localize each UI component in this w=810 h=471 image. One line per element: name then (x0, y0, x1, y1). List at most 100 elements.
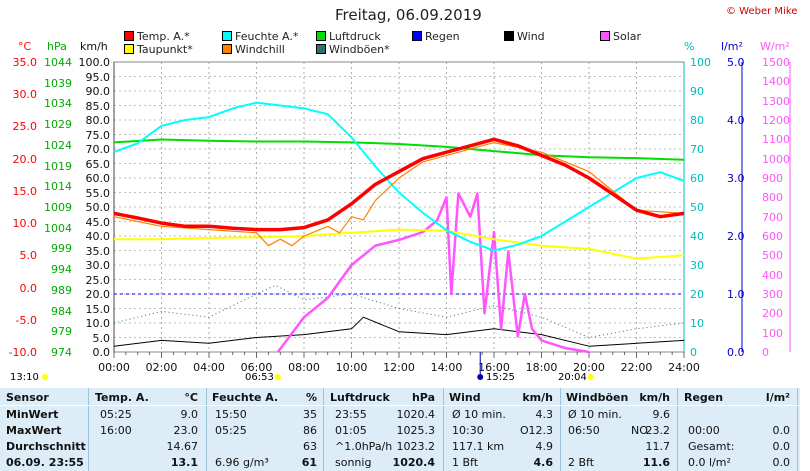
solar-tick: 200 (762, 307, 783, 321)
legend-swatch (124, 44, 134, 54)
wind-info: 1 Bft (452, 456, 479, 469)
legend-swatch (504, 31, 514, 41)
wind-info: Ø 10 min. (452, 408, 506, 421)
pressure-tick: 1044 (44, 56, 72, 69)
legend-label: Regen (425, 30, 460, 43)
pressure-value: 1023.2 (396, 440, 436, 453)
legend-label: Luftdruck (329, 30, 381, 43)
table-header: Sensor (6, 391, 49, 404)
wind-value: 4.6 (533, 456, 554, 469)
pressure-tick: 1029 (44, 118, 72, 132)
wind-tick: 20.0 (85, 288, 111, 301)
table-header: Luftdruck (330, 391, 390, 404)
series-feuchte-a- (113, 101, 685, 252)
gust-value: 11.7 (645, 440, 671, 453)
gust-value: 9.6 (652, 408, 671, 421)
legend-item-5: Solar (600, 30, 642, 43)
legend-swatch (316, 44, 326, 54)
temp-tick: 35.0 (12, 56, 38, 69)
table-header: Feuchte A. (212, 391, 279, 404)
legend-swatch (316, 31, 326, 41)
table-header: l/m² (765, 391, 790, 404)
plot-area (113, 61, 685, 353)
temp-tick: 0.0 (19, 281, 38, 295)
humidity-tick: 70 (690, 143, 704, 156)
wind-tick: 70.0 (85, 143, 111, 156)
legend-swatch (222, 31, 232, 41)
temp-tick: -5.0 (15, 313, 37, 327)
temp-tick: 10.0 (12, 217, 38, 231)
series-solar (276, 192, 590, 354)
rain-info: 00:00 (688, 424, 720, 437)
humidity-tick: 0 (690, 346, 697, 359)
solar-tick: 1000 (762, 152, 790, 166)
table-header: hPa (411, 391, 435, 404)
wind-tick: 60.0 (85, 172, 111, 185)
solar-axis-header: W/m² (760, 40, 790, 53)
solar-peak-time: 15:25 (486, 372, 515, 383)
sun-marker-2 (587, 374, 594, 380)
series-windchill (113, 142, 685, 247)
pressure-time: sonnig (335, 456, 372, 469)
solar-tick: 700 (762, 210, 783, 224)
legend-label: Solar (613, 30, 642, 43)
table-header: km/h (639, 391, 670, 404)
sun-marker-1 (477, 374, 484, 380)
wind-tick: 85.0 (85, 99, 111, 113)
gust-direction: NO (631, 424, 648, 437)
row-label: MaxWert (6, 424, 62, 437)
pressure-tick: 1009 (44, 201, 72, 214)
legend-swatch (600, 31, 610, 41)
temp-time: 16:00 (100, 424, 132, 437)
wind-tick: 10.0 (85, 317, 111, 330)
humidity-time: 15:50 (215, 408, 247, 421)
table-header: % (305, 391, 317, 404)
rain-tick: 4.0 (727, 114, 745, 127)
solar-tick: 500 (762, 249, 783, 263)
copyright-label: © Weber Mike (726, 6, 798, 17)
temp-value: 9.0 (180, 408, 199, 421)
pressure-value: 1025.3 (396, 424, 436, 437)
humidity-tick: 30 (690, 259, 704, 272)
solar-tick: 600 (762, 230, 783, 243)
pressure-tick: 979 (51, 325, 72, 339)
time-tick: 02:00 (145, 361, 178, 374)
humidity-time: 6.96 g/m³ (215, 456, 269, 469)
wind-tick: 65.0 (85, 157, 111, 171)
table-header: km/h (522, 391, 553, 404)
pressure-time: 23:55 (335, 408, 367, 421)
pressure-tick: 1039 (44, 76, 72, 90)
rain-value: 0.0 (772, 440, 791, 453)
solar-tick: 1400 (762, 75, 790, 89)
legend-item-2: Luftdruck (316, 30, 381, 43)
sunset-time: 20:04 (558, 372, 587, 383)
temp-tick: 30.0 (12, 88, 38, 102)
legend-swatch (124, 31, 134, 41)
solar-tick: 1500 (762, 56, 790, 69)
time-tick: 06:00 (240, 361, 273, 374)
wind-tick: 55.0 (85, 186, 111, 200)
solar-tick: 100 (762, 326, 783, 340)
wind-info: 117.1 km (452, 440, 505, 453)
pressure-tick: 984 (51, 304, 72, 318)
wind-tick: 80.0 (85, 114, 111, 127)
statistics-table (0, 388, 800, 471)
rain-tick: 5.0 (727, 56, 745, 69)
series-taupunkt- (114, 228, 685, 260)
legend-label: Wind (517, 30, 545, 43)
humidity-value: 86 (303, 424, 317, 437)
rain-tick: 1.0 (727, 288, 745, 301)
rain-value: 0.0 (772, 424, 791, 437)
pressure-tick: 1004 (44, 221, 72, 235)
humidity-tick: 60 (690, 172, 704, 185)
wind-tick: 15.0 (85, 302, 111, 316)
wind-tick: 75.0 (85, 128, 111, 142)
wind-tick: 35.0 (85, 244, 111, 258)
legend-item-6: Taupunkt* (124, 43, 193, 56)
temp-tick: 5.0 (19, 249, 38, 263)
row-label: Durchschnitt (6, 440, 86, 453)
time-tick: 22:00 (620, 361, 653, 374)
time-tick: 16:00 (478, 361, 510, 374)
time-tick: 24:00 (668, 361, 700, 374)
humidity-value: 63 (303, 440, 317, 453)
